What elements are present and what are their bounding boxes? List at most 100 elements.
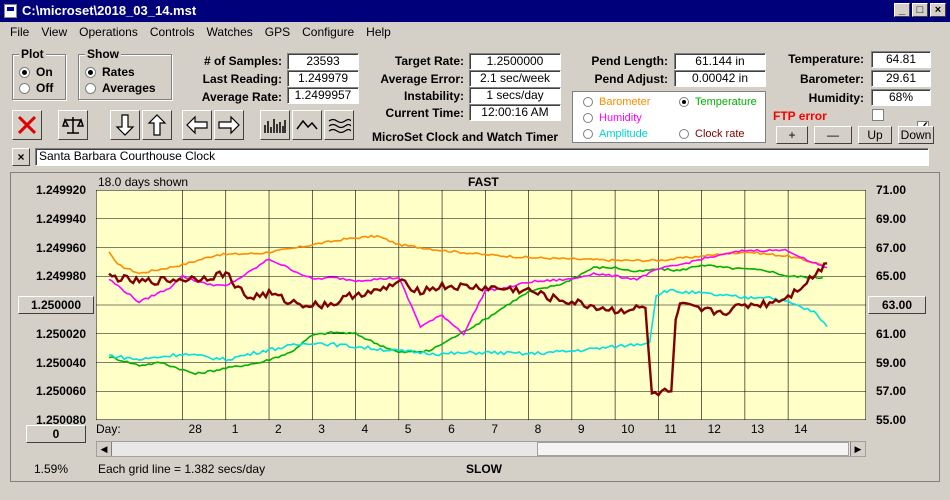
scroll-left-arrow-icon[interactable]: ◀: [97, 442, 112, 456]
scale-plus-button[interactable]: +: [776, 126, 808, 144]
legend-clockrate[interactable]: Clock rate: [679, 128, 745, 140]
show-averages-radio[interactable]: Averages: [85, 81, 156, 95]
radio-unchecked-icon: [85, 82, 96, 94]
series-line-barometer: [108, 234, 823, 275]
maximize-button[interactable]: □: [912, 3, 928, 17]
current-time-label: Current Time:: [385, 106, 464, 120]
clear-button[interactable]: [12, 110, 42, 140]
rate-chart[interactable]: [96, 190, 866, 420]
radio-checked-icon: [19, 66, 30, 78]
window-title: C:\microset\2018_03_14.mst: [22, 3, 197, 18]
left-axis-tick-label: 1.250080: [35, 413, 86, 427]
ftp-error-label: FTP error: [773, 109, 827, 123]
day-prefix-label: Day:: [96, 422, 121, 436]
scrollbar-thumb[interactable]: [537, 442, 849, 456]
right-axis-tick-label: 65.00: [876, 269, 907, 284]
x-tick-label: 12: [707, 422, 721, 436]
radio-checked-icon: [679, 97, 689, 107]
x-tick-label: 5: [404, 422, 412, 436]
last-reading-field: 1.249979: [287, 70, 359, 87]
line-graph-icon: [296, 119, 318, 130]
scroll-left-button[interactable]: [182, 110, 212, 140]
x-tick-label: 11: [664, 422, 677, 436]
target-rate-label: Target Rate:: [394, 54, 464, 68]
plot-on-label: On: [36, 65, 53, 79]
wave-view-button[interactable]: [324, 110, 354, 140]
bar-view-button[interactable]: [260, 110, 290, 140]
balance-scale-icon: [61, 117, 85, 134]
menu-file[interactable]: File: [10, 25, 30, 39]
scroll-down-button[interactable]: [110, 110, 140, 140]
legend-humidity-label: Humidity: [599, 112, 642, 124]
scroll-right-button[interactable]: [214, 110, 244, 140]
menu-configure[interactable]: Configure: [302, 25, 355, 39]
menu-operations[interactable]: Operations: [79, 25, 138, 39]
balance-button[interactable]: [58, 110, 88, 140]
pend-length-label: Pend Length:: [591, 54, 668, 68]
right-axis-tick-label: 61.00: [876, 326, 907, 341]
time-scrollbar[interactable]: ◀ ▶: [96, 441, 866, 457]
scale-minus-button[interactable]: —: [814, 126, 852, 144]
ftp-checkbox[interactable]: [872, 109, 884, 121]
show-rates-radio[interactable]: Rates: [85, 65, 135, 79]
pend-adjust-field: 0.00042 in: [674, 70, 766, 87]
show-averages-label: Averages: [102, 81, 156, 95]
series-line-amplitude: [108, 288, 828, 362]
show-group-title: Show: [85, 47, 121, 61]
humidity-field: 68%: [871, 89, 931, 106]
target-rate-field[interactable]: 1.2500000: [469, 53, 561, 70]
menu-watches[interactable]: Watches: [206, 25, 253, 39]
legend-barometer-label: Barometer: [599, 96, 651, 108]
left-axis-tick-label: 1.249920: [35, 183, 86, 197]
radio-unchecked-icon: [583, 97, 593, 107]
right-axis-tick-label: 55.00: [876, 413, 907, 427]
x-tick-label: 13: [750, 422, 765, 436]
menu-gps[interactable]: GPS: [264, 25, 291, 39]
menu-view[interactable]: View: [41, 25, 68, 39]
plot-off-radio[interactable]: Off: [19, 81, 53, 95]
wave-icon: [328, 118, 351, 134]
x-tick-label: 4: [361, 422, 369, 436]
x-tick-label: 1: [231, 422, 239, 436]
close-window-button[interactable]: ×: [930, 3, 946, 17]
radio-unchecked-icon: [679, 129, 689, 139]
legend-barometer[interactable]: Barometer: [583, 96, 650, 108]
right-axis-tick-label: 57.00: [876, 384, 907, 399]
percent-label: 1.59%: [34, 462, 69, 476]
left-axis-tick-label: 1.250060: [35, 384, 86, 399]
right-value-button[interactable]: 63.00: [868, 296, 926, 314]
radio-checked-icon: [85, 66, 96, 78]
minimize-button[interactable]: _: [894, 3, 910, 17]
average-rate-label: Average Rate:: [201, 90, 282, 104]
temperature-label: Temperature:: [788, 52, 864, 66]
x-tick-label: 3: [318, 422, 325, 436]
pend-adjust-label: Pend Adjust:: [594, 72, 668, 86]
close-clock-icon[interactable]: ×: [12, 148, 30, 166]
x-tick-label: 7: [491, 422, 498, 436]
line-view-button[interactable]: [292, 110, 322, 140]
plot-off-label: Off: [36, 81, 54, 95]
plot-on-radio[interactable]: On: [19, 65, 53, 79]
menu-bar: File View Operations Controls Watches GP…: [0, 22, 950, 42]
legend-temperature[interactable]: Temperature: [679, 96, 757, 108]
plot-panel: [10, 172, 940, 482]
app-icon: [4, 4, 17, 18]
legend-amplitude[interactable]: Amplitude: [583, 128, 648, 140]
scale-up-button[interactable]: Up: [858, 126, 892, 144]
radio-unchecked-icon: [583, 129, 593, 139]
arrow-up-icon: [147, 114, 167, 136]
left-value-button[interactable]: 0: [26, 425, 86, 443]
show-group: Show Rates Averages: [78, 47, 172, 100]
scroll-right-arrow-icon[interactable]: ▶: [850, 442, 865, 456]
x-tick-label: 6: [448, 422, 455, 436]
scroll-up-button[interactable]: [142, 110, 172, 140]
arrow-down-icon: [115, 114, 135, 136]
days-shown-label: 18.0 days shown: [98, 175, 189, 189]
center-rate-button[interactable]: 1.250000: [18, 296, 94, 314]
clock-name-field[interactable]: Santa Barbara Courthouse Clock: [35, 148, 929, 166]
temperature-field: 64.81: [871, 51, 931, 68]
legend-humidity[interactable]: Humidity: [583, 112, 642, 124]
scale-down-button[interactable]: Down: [898, 126, 934, 144]
menu-help[interactable]: Help: [366, 25, 391, 39]
menu-controls[interactable]: Controls: [149, 25, 195, 39]
